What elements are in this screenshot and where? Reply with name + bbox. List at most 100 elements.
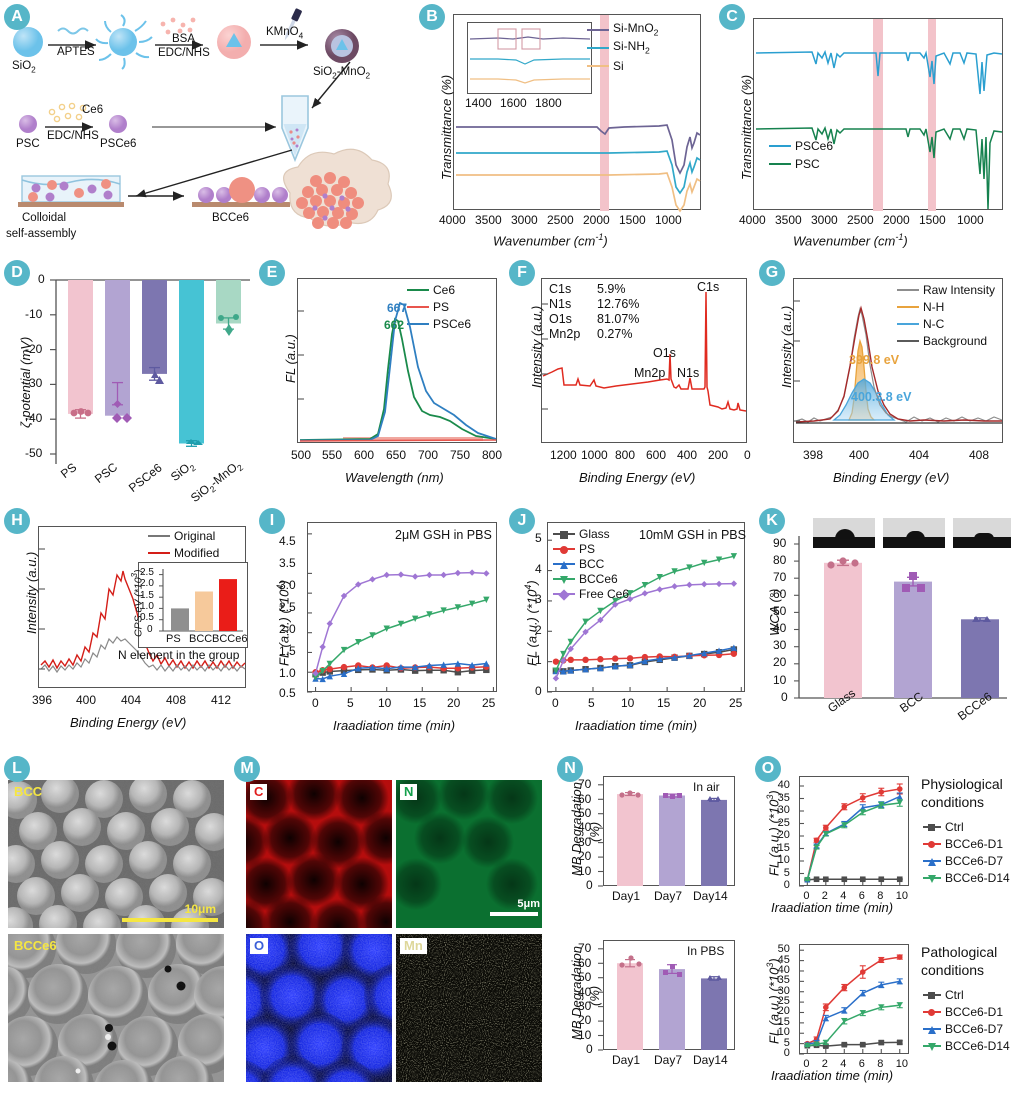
xtick: 800 — [615, 448, 636, 462]
xtick: 400 — [76, 693, 97, 707]
xtick: 3500 — [775, 213, 802, 227]
xtick: 4000 — [739, 213, 766, 227]
ytick: 20 — [578, 1013, 592, 1027]
ytick: 20 — [777, 1005, 790, 1018]
panel-i-xlabel: Iraadiation time (min) — [333, 718, 456, 733]
panel-o-patho-title-1: Pathological — [921, 944, 998, 960]
xtick: 2000 — [583, 213, 610, 227]
panel-e-legend: Ce6 PS PSCe6 — [407, 282, 471, 331]
xtick: 200 — [708, 448, 729, 462]
ytick: 40 — [777, 963, 790, 976]
ytick: 60 — [578, 956, 592, 970]
panel-h-legend: Original Modified — [148, 528, 219, 560]
sem-bcc-render — [8, 780, 224, 928]
label-edcnhs-1: EDC/NHS — [158, 47, 210, 59]
legend-line — [923, 1008, 941, 1016]
panel-j-label: J — [509, 508, 535, 534]
ytick: 10 — [578, 1028, 592, 1042]
panel-h-inset-caption: N element in the group — [118, 648, 240, 662]
xtick: 1000 — [655, 213, 682, 227]
legend-line — [148, 551, 170, 554]
legend-line — [769, 162, 791, 165]
legend-item-bcc: BCC — [553, 556, 629, 571]
ytick: 30 — [773, 638, 787, 652]
ytick: 30 — [578, 999, 592, 1013]
panel-l-label: L — [4, 756, 30, 782]
panel-b-inset-tick-1800: 1800 — [535, 96, 562, 110]
panel-n-pbs-annotation: In PBS — [687, 944, 725, 958]
label-self-assembly: self-assembly — [6, 228, 77, 240]
ytick: 50 — [777, 943, 790, 956]
sem-bcc-scalebar-label: 10μm — [184, 902, 216, 916]
panel-g-plot — [793, 278, 1003, 443]
legend-label: Ctrl — [945, 987, 964, 1002]
legend-label: PSC — [795, 156, 820, 171]
label-ce6: Ce6 — [82, 104, 104, 116]
ytick: 40 — [578, 820, 592, 834]
legend-item-free-ce6: Free Ce6 — [553, 586, 629, 601]
sem-image-bcc: BCC 10μm — [8, 780, 224, 928]
xtick: 404 — [121, 693, 142, 707]
xtick: 800 — [482, 448, 503, 462]
panel-h-inset-bars — [159, 569, 243, 632]
ytick: 35 — [777, 791, 790, 804]
ytick: 1.5 — [279, 644, 296, 658]
panel-g-curves — [794, 300, 1003, 424]
panel-e-annot-667: 667 — [387, 301, 408, 315]
panel-b-ylabel: Transmittance (%) — [439, 74, 454, 180]
xtick: 15 — [657, 696, 671, 710]
xtick: Day7 — [654, 1053, 683, 1067]
xtick: 396 — [32, 693, 53, 707]
legend-marker-dtriangle — [928, 874, 936, 883]
ytick: 15 — [777, 841, 790, 854]
eds-n-scalebar-label: 5μm — [517, 898, 540, 910]
label-bsa: BSA — [172, 33, 196, 45]
ytick: 10 — [773, 673, 787, 687]
xtick: 10 — [378, 696, 392, 710]
ytick: 1 — [535, 653, 542, 667]
legend-item-si: Si — [587, 58, 658, 73]
panel-j-series — [547, 539, 742, 693]
panel-h-inset-ylabel: CPS.eV (*103) — [130, 569, 145, 637]
eds-map-c: C — [246, 780, 392, 928]
comp-percent: 12.76% — [597, 297, 640, 311]
panel-k-chart — [794, 536, 1007, 699]
legend-label: BCCe6-D14 — [945, 870, 1010, 885]
legend-label: BCCe6-D1 — [945, 1004, 1004, 1019]
panel-g-annot-nc: 400.3.8 eV — [851, 390, 912, 404]
panel-n-label: N — [557, 756, 583, 782]
legend-line — [923, 991, 941, 999]
legend-item-n-h: N-H — [897, 299, 995, 314]
xtick: 1500 — [919, 213, 946, 227]
panel-k-ylabel: WCA (°) — [767, 588, 782, 636]
xtick: 8 — [877, 1058, 884, 1070]
panel-f-peak-n1s: N1s — [677, 366, 700, 380]
legend-item-ctrl: Ctrl — [923, 818, 1010, 835]
ytick: 0 — [38, 272, 45, 286]
xtick: 2500 — [847, 213, 874, 227]
xtick: 3000 — [811, 213, 838, 227]
xtick: 412 — [211, 693, 232, 707]
droplet-image-bcce6 — [953, 518, 1011, 548]
ytick: 50 — [578, 970, 592, 984]
panel-n-air-annotation: In air — [693, 780, 720, 794]
legend-item-bcce6-d14: BCCe6-D14 — [923, 1037, 1010, 1054]
legend-marker-dtriangle — [928, 1042, 936, 1051]
xtick: 408 — [969, 448, 990, 462]
legend-line — [407, 288, 429, 291]
legend-marker-circle — [928, 1008, 935, 1016]
comp-element: O1s — [549, 312, 572, 326]
label-sio2-mno2: SiO2-MnO2 — [313, 66, 371, 81]
panel-b: B 1400 1600 1800 Si-MnO2 Si-NH2 Si 4000 … — [415, 0, 715, 258]
legend-item-psc: PSC — [769, 156, 833, 171]
panel-f-xlabel: Binding Energy (eV) — [579, 470, 696, 485]
panel-g-xlabel: Binding Energy (eV) — [833, 470, 950, 485]
panel-c-legend: PSCe6 PSC — [769, 138, 833, 171]
ytick: 30 — [777, 984, 790, 997]
ytick: 10 — [777, 1026, 790, 1039]
sem-bcce6-render — [8, 934, 224, 1082]
legend-marker-square — [928, 991, 935, 999]
panel-c-plot — [753, 18, 1003, 211]
bars — [68, 280, 241, 444]
panel-d-label: D — [4, 260, 30, 286]
